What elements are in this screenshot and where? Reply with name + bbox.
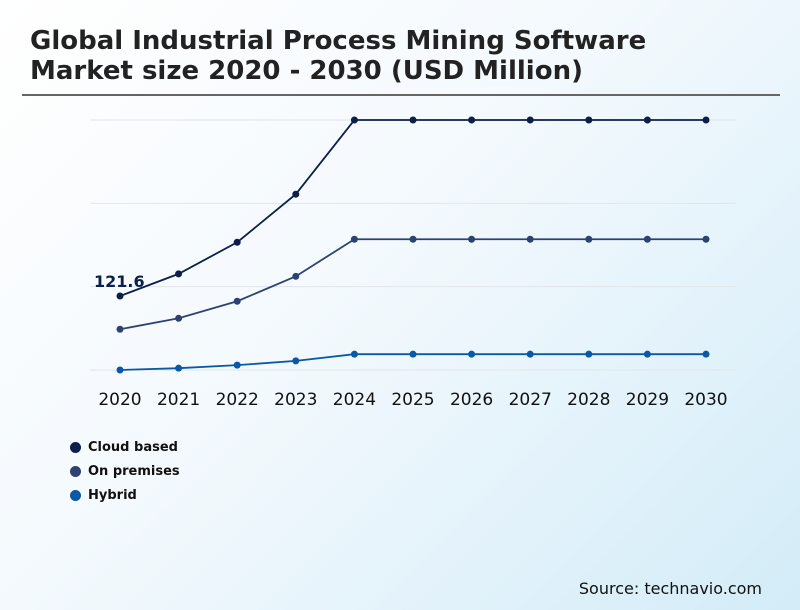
data-point	[468, 116, 476, 124]
chart-title: Global Industrial Process Mining Softwar…	[30, 26, 647, 86]
series-line	[119, 238, 706, 331]
source-note: Source: technavio.com	[578, 579, 762, 598]
legend: Cloud based On premises Hybrid	[70, 435, 180, 507]
x-tick-label: 2028	[567, 390, 610, 410]
x-tick-label: 2030	[684, 390, 727, 410]
data-point	[116, 325, 124, 333]
data-point	[350, 116, 358, 124]
data-point	[409, 116, 417, 124]
data-point	[350, 350, 358, 358]
legend-dot-icon	[70, 465, 81, 477]
legend-item-cloud: Cloud based	[70, 435, 180, 459]
x-tick-label: 2029	[626, 390, 669, 410]
data-point	[233, 297, 241, 305]
data-point	[585, 350, 593, 358]
legend-label: Hybrid	[88, 487, 137, 503]
data-point	[468, 350, 476, 358]
data-point	[526, 235, 534, 243]
data-point	[233, 238, 241, 246]
data-point	[292, 357, 300, 365]
series-line	[119, 119, 706, 297]
data-point	[292, 190, 300, 198]
data-point	[585, 235, 593, 243]
data-point	[409, 350, 417, 358]
data-point	[643, 235, 651, 243]
x-tick-label: 2021	[157, 390, 200, 410]
legend-label: Cloud based	[88, 439, 178, 455]
data-point	[643, 116, 651, 124]
legend-dot-icon	[70, 441, 81, 453]
x-tick-label: 2026	[450, 390, 493, 410]
data-point	[350, 235, 358, 243]
data-point	[175, 270, 183, 278]
legend-dot-icon	[70, 489, 81, 501]
x-tick-label: 2024	[333, 390, 376, 410]
data-point	[468, 235, 476, 243]
x-tick-label: 2022	[216, 390, 259, 410]
data-point	[116, 292, 124, 300]
x-tick-label: 2023	[274, 390, 317, 410]
data-point	[175, 364, 183, 372]
x-tick-label: 2020	[98, 390, 141, 410]
data-point	[702, 235, 710, 243]
data-point	[702, 116, 710, 124]
data-point	[175, 314, 183, 322]
data-point	[585, 116, 593, 124]
data-point	[526, 116, 534, 124]
data-point	[702, 350, 710, 358]
legend-item-hybrid: Hybrid	[70, 483, 180, 507]
data-label: 121.6	[94, 272, 145, 291]
data-point	[526, 350, 534, 358]
data-point	[233, 361, 241, 369]
data-point	[116, 366, 124, 374]
data-point	[409, 235, 417, 243]
data-point	[292, 272, 300, 280]
data-point	[643, 350, 651, 358]
x-tick-label: 2027	[509, 390, 552, 410]
title-divider	[22, 94, 780, 96]
x-tick-label: 2025	[391, 390, 434, 410]
legend-label: On premises	[88, 463, 180, 479]
legend-item-on-premises: On premises	[70, 459, 180, 483]
